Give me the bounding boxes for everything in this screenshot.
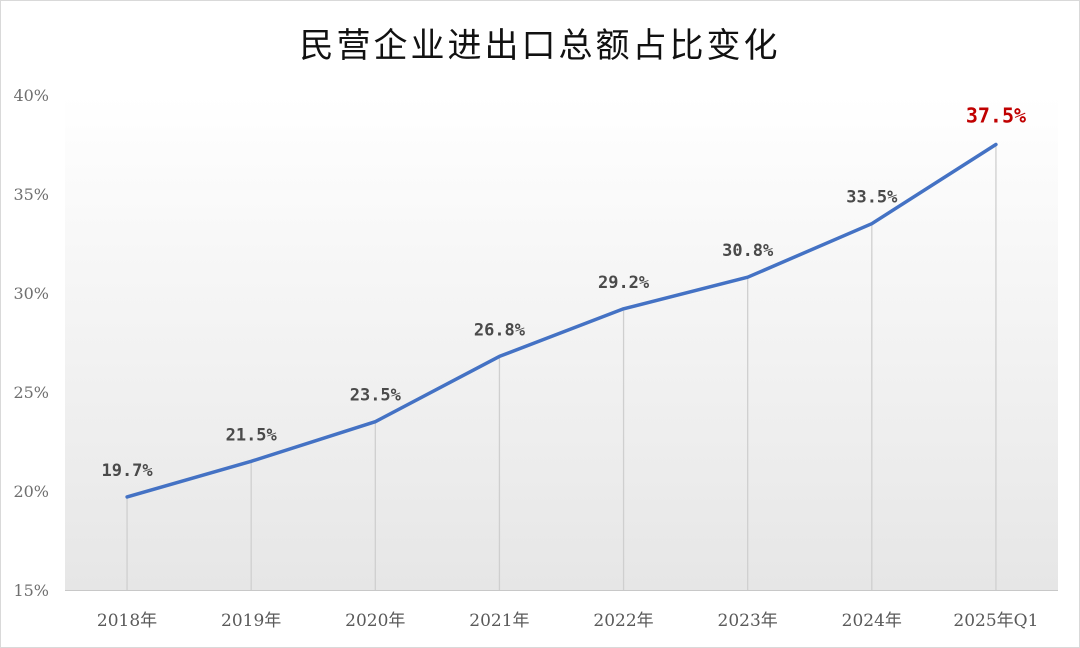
data-label: 23.5% bbox=[350, 386, 402, 406]
y-tick-label: 20% bbox=[13, 482, 49, 501]
y-tick-label: 30% bbox=[13, 284, 49, 303]
x-tick-label: 2021年 bbox=[469, 611, 529, 631]
x-tick-label: 2020年 bbox=[345, 611, 405, 631]
data-label: 19.7% bbox=[101, 461, 153, 481]
plot-area bbox=[65, 95, 1058, 591]
x-tick-label: 2025年Q1 bbox=[953, 611, 1038, 631]
x-tick-label: 2023年 bbox=[718, 611, 778, 631]
x-tick-label: 2022年 bbox=[593, 611, 653, 631]
y-tick-label: 35% bbox=[13, 185, 49, 204]
x-tick-label: 2019年 bbox=[221, 611, 281, 631]
y-tick-label: 15% bbox=[13, 581, 49, 600]
data-label: 26.8% bbox=[474, 320, 526, 340]
y-tick-label: 25% bbox=[13, 383, 49, 402]
data-label: 37.5% bbox=[966, 104, 1026, 128]
series-line bbox=[125, 142, 998, 499]
data-label: 33.5% bbox=[846, 188, 898, 208]
chart-title: 民营企业进出口总额占比变化 bbox=[299, 26, 781, 66]
y-tick-label: 40% bbox=[13, 86, 49, 105]
data-label: 29.2% bbox=[598, 273, 650, 293]
data-label: 30.8% bbox=[722, 241, 774, 261]
data-label: 21.5% bbox=[226, 425, 278, 445]
x-tick-label: 2018年 bbox=[97, 611, 157, 631]
x-tick-label: 2024年 bbox=[842, 611, 902, 631]
